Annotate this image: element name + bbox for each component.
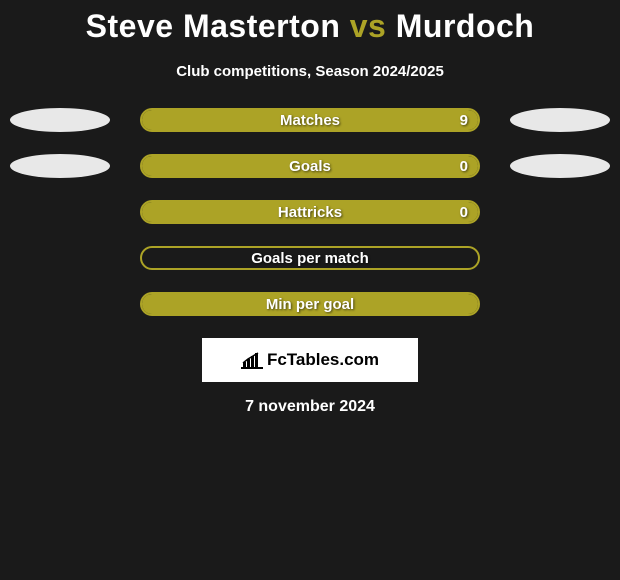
subtitle: Club competitions, Season 2024/2025 [0, 63, 620, 80]
player2-marker [510, 108, 610, 132]
marker-placeholder [10, 292, 110, 316]
stat-row: Matches9 [0, 108, 620, 132]
marker-placeholder [510, 200, 610, 224]
comparison-title: Steve Masterton vs Murdoch [0, 0, 620, 45]
stat-value: 0 [460, 156, 468, 176]
stats-rows: Matches9Goals0Hattricks0Goals per matchM… [0, 108, 620, 316]
stat-value: 0 [460, 202, 468, 222]
stat-bar: Hattricks0 [140, 200, 480, 224]
player1-marker [10, 154, 110, 178]
stat-row: Hattricks0 [0, 200, 620, 224]
marker-placeholder [510, 292, 610, 316]
stat-bar: Goals0 [140, 154, 480, 178]
stat-label: Goals per match [142, 248, 478, 268]
stat-bar: Goals per match [140, 246, 480, 270]
vs-separator: vs [350, 8, 387, 44]
stat-label: Hattricks [142, 202, 478, 222]
stat-row: Goals0 [0, 154, 620, 178]
stat-row: Goals per match [0, 246, 620, 270]
brand-chart-icon [241, 351, 263, 369]
brand-box: FcTables.com [202, 338, 418, 382]
stat-value: 9 [460, 110, 468, 130]
brand-text: FcTables.com [267, 350, 379, 370]
stat-label: Matches [142, 110, 478, 130]
player1-marker [10, 108, 110, 132]
marker-placeholder [10, 200, 110, 224]
player1-name: Steve Masterton [86, 8, 341, 44]
player2-marker [510, 154, 610, 178]
player2-name: Murdoch [396, 8, 535, 44]
stat-label: Min per goal [142, 294, 478, 314]
stat-bar: Matches9 [140, 108, 480, 132]
stat-bar: Min per goal [140, 292, 480, 316]
marker-placeholder [510, 246, 610, 270]
stat-label: Goals [142, 156, 478, 176]
date-label: 7 november 2024 [0, 398, 620, 416]
marker-placeholder [10, 246, 110, 270]
stat-row: Min per goal [0, 292, 620, 316]
